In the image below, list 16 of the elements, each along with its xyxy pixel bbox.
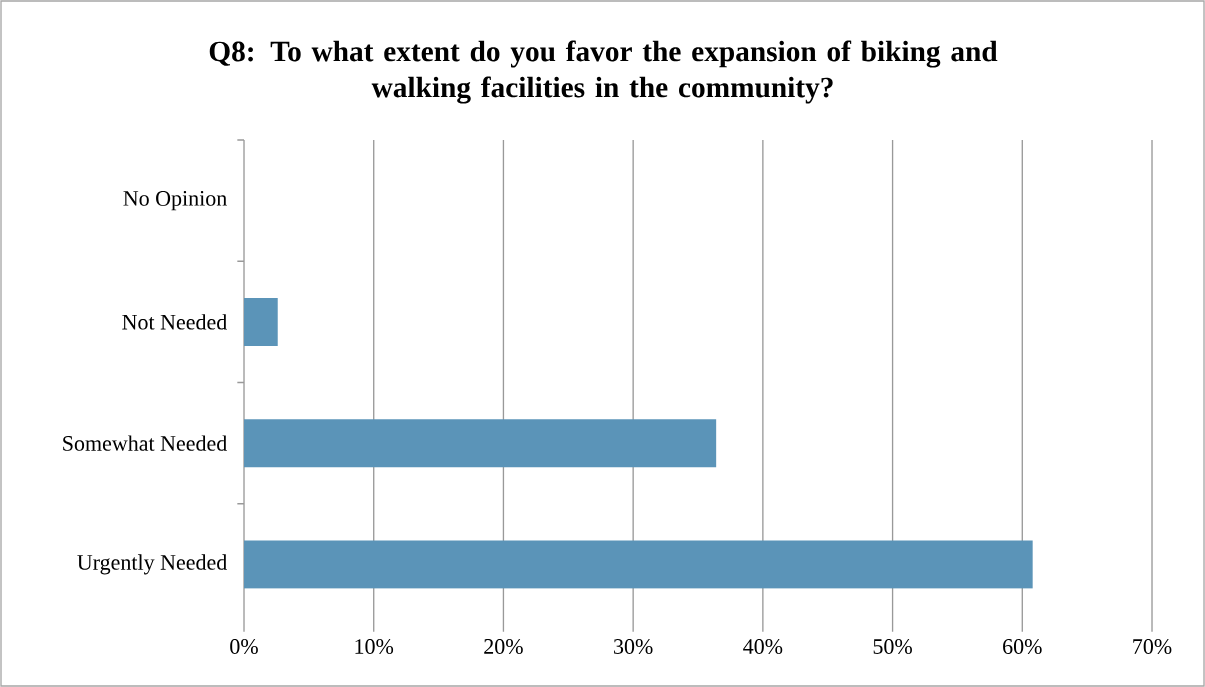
y-tick-label: Somewhat Needed: [63, 435, 228, 451]
x-tick-label: 10%: [355, 639, 394, 654]
x-tick-label: 40%: [743, 639, 783, 654]
bar: [244, 419, 717, 468]
x-tick-label: 60%: [1003, 639, 1042, 654]
x-tick-label: 0%: [230, 639, 258, 654]
y-tick-label: Not Needed: [122, 314, 228, 330]
chart-title: Q8: To what extent do you favor the expansion of biking and walking facilities in the community?: [209, 40, 998, 104]
x-tick-label: 20%: [484, 639, 523, 654]
bar: [244, 297, 278, 346]
bar: [244, 540, 1033, 589]
y-tick-label: No Opinion: [123, 191, 227, 211]
y-tick-label: Urgently Needed: [77, 554, 228, 575]
x-tick-label: 30%: [614, 639, 653, 654]
x-tick-label: 70%: [1133, 639, 1172, 654]
x-tick-label: 50%: [873, 639, 912, 654]
